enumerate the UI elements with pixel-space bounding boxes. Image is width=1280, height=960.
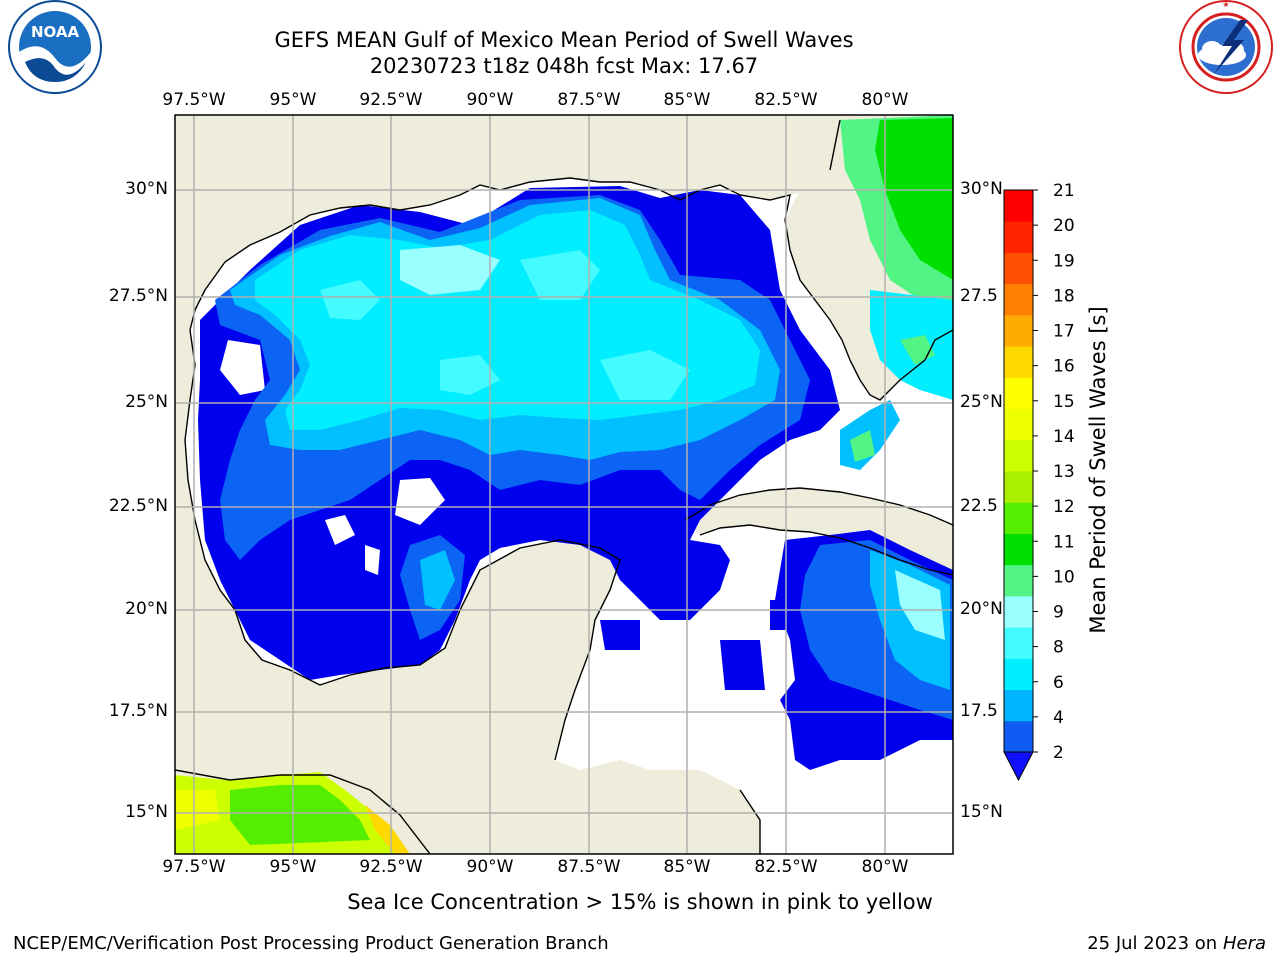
credit-date-text: 25 Jul 2023 on	[1087, 933, 1223, 954]
colorbar-swatch	[1004, 595, 1033, 628]
lat-label-left: 27.5°N	[108, 286, 168, 306]
lat-label-right: 17.5	[960, 701, 998, 721]
credit-branch: NCEP/EMC/Verification Post Processing Pr…	[13, 933, 609, 954]
svg-text:★: ★	[1222, 0, 1229, 9]
colorbar-swatch	[1004, 346, 1033, 378]
colorbar-swatch	[1004, 658, 1033, 691]
lat-label-left: 25°N	[125, 392, 168, 412]
lat-label-right: 20°N	[960, 599, 1003, 619]
forecast-subtitle: 20230723 t18z 048h fcst Max: 17.67	[369, 54, 759, 78]
noaa-logo-text: NOAA	[31, 23, 80, 41]
caribbean-field	[600, 115, 953, 770]
colorbar-swatch	[1004, 283, 1033, 316]
colorbar-tick-label: 10	[1053, 567, 1075, 587]
colorbar-extend-arrow	[1003, 751, 1034, 782]
lon-label-bottom: 90°W	[466, 857, 514, 877]
colorbar-swatch	[1004, 720, 1033, 753]
colorbar: 21 20 19 18 17 16 15 14 13 12 11 10 9 8 6 4 2	[1003, 181, 1075, 782]
colorbar-tick-label: 8	[1053, 638, 1064, 658]
nws-logo: ★	[1179, 0, 1273, 94]
credit-host: Hera	[1222, 933, 1266, 954]
lat-label-left: 17.5°N	[108, 701, 168, 721]
colorbar-swatch	[1004, 689, 1033, 722]
colorbar-tick-label: 17	[1053, 322, 1075, 342]
lon-label-bottom: 85°W	[663, 857, 711, 877]
lon-label-top: 95°W	[269, 90, 317, 110]
swell-period-field	[198, 186, 840, 680]
colorbar-tick-label: 6	[1053, 673, 1064, 693]
colorbar-swatch	[1004, 221, 1033, 253]
lat-label-right: 22.5	[960, 496, 998, 516]
lat-label-right: 15°N	[960, 802, 1003, 822]
map-area	[175, 115, 953, 854]
noaa-logo: NOAA	[8, 0, 102, 94]
colorbar-tick-label: 11	[1053, 532, 1075, 552]
lon-label-bottom: 87.5°W	[557, 857, 621, 877]
colorbar-tick-label: 19	[1053, 251, 1075, 271]
credit-date: 25 Jul 2023 on Hera	[1087, 933, 1266, 954]
colorbar-tick-label: 14	[1053, 427, 1075, 447]
colorbar-tick-label: 9	[1053, 603, 1064, 623]
colorbar-swatch	[1004, 502, 1033, 534]
sea-ice-note: Sea Ice Concentration > 15% is shown in …	[347, 890, 933, 914]
lon-label-top: 90°W	[466, 90, 514, 110]
lon-label-top: 87.5°W	[557, 90, 621, 110]
lon-label-bottom: 92.5°W	[359, 857, 423, 877]
colorbar-swatch	[1004, 439, 1033, 472]
colorbar-swatch	[1004, 408, 1033, 441]
colorbar-tick-label: 18	[1053, 286, 1075, 306]
lon-label-bottom: 80°W	[861, 857, 909, 877]
graticule	[175, 115, 953, 854]
colorbar-tick-label: 4	[1053, 708, 1064, 728]
colorbar-tick-label: 21	[1053, 181, 1075, 201]
colorbar-swatch	[1004, 252, 1033, 285]
colorbar-swatch	[1004, 564, 1033, 597]
colorbar-tick-label: 13	[1053, 462, 1075, 482]
lat-label-left: 30°N	[125, 179, 168, 199]
colorbar-swatch	[1004, 377, 1033, 410]
colorbar-swatch	[1004, 627, 1033, 659]
colorbar-tick-label: 12	[1053, 497, 1075, 517]
colorbar-tick-label: 2	[1053, 743, 1064, 763]
lon-label-bottom: 97.5°W	[162, 857, 226, 877]
lat-label-right: 27.5	[960, 286, 998, 306]
lat-label-right: 30°N	[960, 179, 1003, 199]
colorbar-tick-label: 20	[1053, 216, 1075, 236]
map-title: GEFS MEAN Gulf of Mexico Mean Period of …	[274, 28, 854, 52]
lon-label-bottom: 95°W	[269, 857, 317, 877]
colorbar-tick-label: 16	[1053, 357, 1075, 377]
colorbar-swatch	[1004, 471, 1033, 503]
lon-label-top: 92.5°W	[359, 90, 423, 110]
lat-label-right: 25°N	[960, 392, 1003, 412]
colorbar-tick-label: 15	[1053, 392, 1075, 412]
lon-label-bottom: 82.5°W	[754, 857, 818, 877]
colorbar-label: Mean Period of Swell Waves [s]	[1086, 306, 1110, 634]
lat-label-left: 22.5°N	[108, 496, 168, 516]
lat-label-left: 15°N	[125, 802, 168, 822]
colorbar-swatch	[1004, 314, 1033, 347]
map-frame	[174, 114, 954, 855]
lon-label-top: 85°W	[663, 90, 711, 110]
lon-label-top: 82.5°W	[754, 90, 818, 110]
lat-label-left: 20°N	[125, 599, 168, 619]
colorbar-swatch	[1004, 190, 1033, 222]
lon-label-top: 80°W	[861, 90, 909, 110]
lon-label-top: 97.5°W	[162, 90, 226, 110]
colorbar-swatch	[1004, 533, 1033, 566]
